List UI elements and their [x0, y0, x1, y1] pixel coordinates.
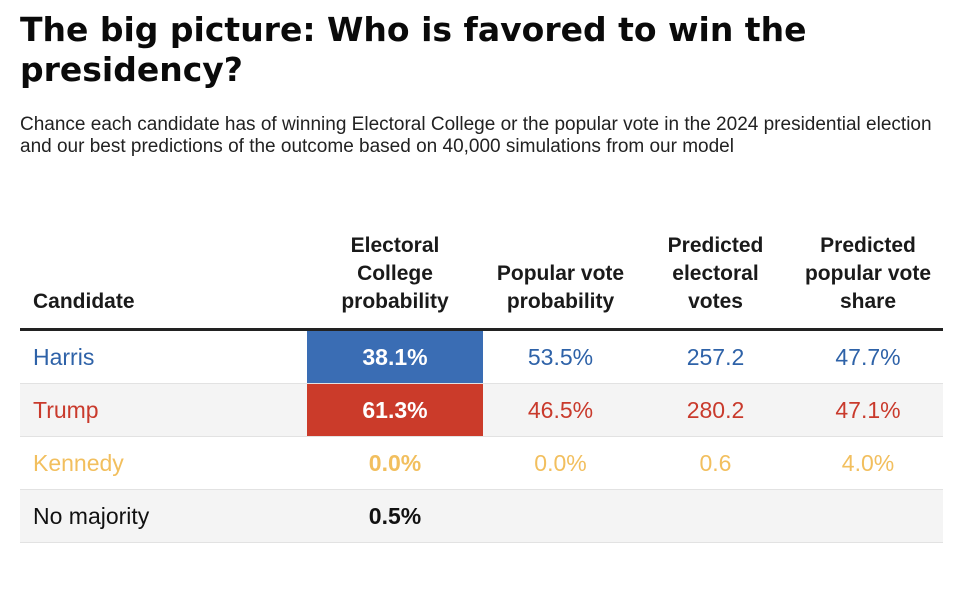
candidate-name: Harris [20, 329, 307, 384]
table-row-trump: Trump 61.3% 46.5% 280.2 47.1% [20, 383, 943, 437]
popular-probability-cell: 0.0% [483, 436, 638, 490]
predicted-share-cell: 4.0% [793, 436, 943, 490]
predicted-ev-cell: 0.6 [638, 436, 793, 490]
header-popular-probability: Popular vote probability [483, 232, 638, 331]
ec-probability-cell: 38.1% [307, 329, 483, 384]
candidate-name: Kennedy [20, 436, 307, 490]
table-row-no-majority: No majority 0.5% [20, 489, 943, 543]
chart-subtitle: Chance each candidate has of winning Ele… [20, 114, 932, 157]
candidate-name: No majority [20, 489, 307, 543]
candidate-name: Trump [20, 383, 307, 437]
popular-probability-cell: 46.5% [483, 383, 638, 437]
popular-probability-cell [483, 489, 638, 543]
forecast-table: Candidate Electoral College probability … [20, 232, 943, 543]
popular-probability-cell: 53.5% [483, 329, 638, 384]
header-ec-probability: Electoral College probability [307, 232, 483, 331]
ec-probability-cell: 61.3% [307, 383, 483, 437]
predicted-share-cell [793, 489, 943, 543]
predicted-share-cell: 47.1% [793, 383, 943, 437]
ec-probability-cell: 0.5% [307, 489, 483, 543]
header-row: Candidate Electoral College probability … [20, 232, 943, 331]
predicted-ev-cell [638, 489, 793, 543]
header-predicted-ev: Predicted electoral votes [638, 232, 793, 331]
header-candidate: Candidate [20, 232, 307, 331]
header-predicted-share: Predicted popular vote share [793, 232, 943, 331]
predicted-ev-cell: 257.2 [638, 329, 793, 384]
predicted-ev-cell: 280.2 [638, 383, 793, 437]
table-row-kennedy: Kennedy 0.0% 0.0% 0.6 4.0% [20, 436, 943, 490]
table-row-harris: Harris 38.1% 53.5% 257.2 47.7% [20, 329, 943, 384]
chart-title: The big picture: Who is favored to win t… [20, 10, 807, 89]
ec-probability-cell: 0.0% [307, 436, 483, 490]
predicted-share-cell: 47.7% [793, 329, 943, 384]
